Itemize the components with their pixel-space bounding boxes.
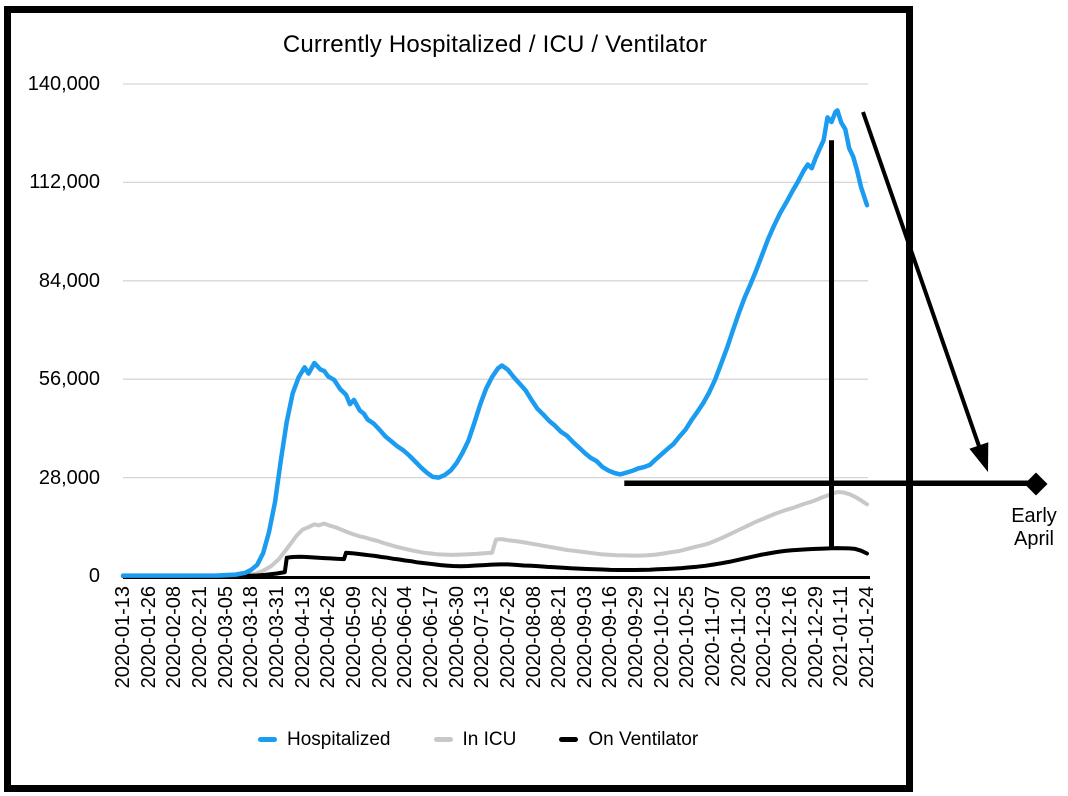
x-axis-label: 2020-07-26 [496,586,519,689]
legend-swatch-in-icu [433,737,453,742]
x-axis-label: 2020-11-20 [727,586,750,687]
annotation-diamond [1024,472,1048,496]
x-axis-label: 2020-02-08 [163,586,186,689]
y-axis-label: 112,000 [29,171,100,193]
y-axis-label: 56,000 [38,368,100,390]
legend-label: In ICU [462,729,517,750]
y-axis-label: 140,000 [27,73,100,95]
x-axis-label: 2020-12-03 [753,586,776,689]
x-axis-label: 2020-09-29 [625,586,648,689]
legend-swatch-hospitalized [258,737,277,742]
y-axis-label: 28,000 [38,467,100,489]
x-axis-label: 2020-11-07 [702,586,725,687]
annotation-label-early-april: Early April [1011,505,1057,550]
x-axis-label: 2020-12-16 [779,586,801,689]
x-axis-label: 2020-10-12 [650,586,673,689]
legend-swatch-on-ventilator [559,737,579,742]
x-axis-label: 2020-10-25 [676,586,699,689]
chart-title: Currently Hospitalized / ICU / Ventilato… [282,31,708,58]
y-axis-label: 84,000 [38,270,100,292]
annotation-arrowhead [969,442,989,472]
x-axis-label: 2020-05-22 [368,586,391,689]
x-axis-label: 2020-04-13 [291,586,314,689]
x-axis-label: 2020-01-13 [112,586,134,689]
x-axis-label: 2020-06-04 [394,586,417,689]
x-axis-label: 2020-06-17 [419,586,442,689]
x-axis-label: 2021-01-11 [830,586,853,687]
legend-item-hospitalized: Hospitalized [258,729,391,750]
x-axis-label: 2020-02-21 [189,586,211,689]
legend-item-on-ventilator: On Ventilator [559,729,698,750]
legend: Hospitalized In ICU On Ventilator [258,729,698,750]
x-axis-label: 2020-12-29 [804,586,827,689]
legend-label: Hospitalized [287,729,391,750]
x-axis-label: 2020-04-26 [317,586,340,689]
x-axis-label: 2020-01-26 [137,586,160,689]
x-axis-label: 2020-07-13 [471,586,494,689]
x-axis-label: 2020-09-16 [599,586,622,689]
x-axis-label: 2020-03-18 [240,586,263,689]
x-axis-label: 2020-05-09 [342,586,365,689]
x-axis-label: 2020-03-31 [265,586,288,689]
x-axis-label: 2020-06-30 [445,586,468,689]
legend-item-in-icu: In ICU [433,729,517,750]
x-axis-label: 2020-08-21 [548,586,571,689]
legend-label: On Ventilator [588,729,699,750]
x-axis-label: 2020-09-03 [573,586,596,689]
y-axis-label: 0 [88,565,100,587]
x-axis-label: 2021-01-24 [856,586,878,689]
x-axis-label: 2020-08-08 [522,586,545,689]
x-axis-label: 2020-03-05 [214,586,237,689]
